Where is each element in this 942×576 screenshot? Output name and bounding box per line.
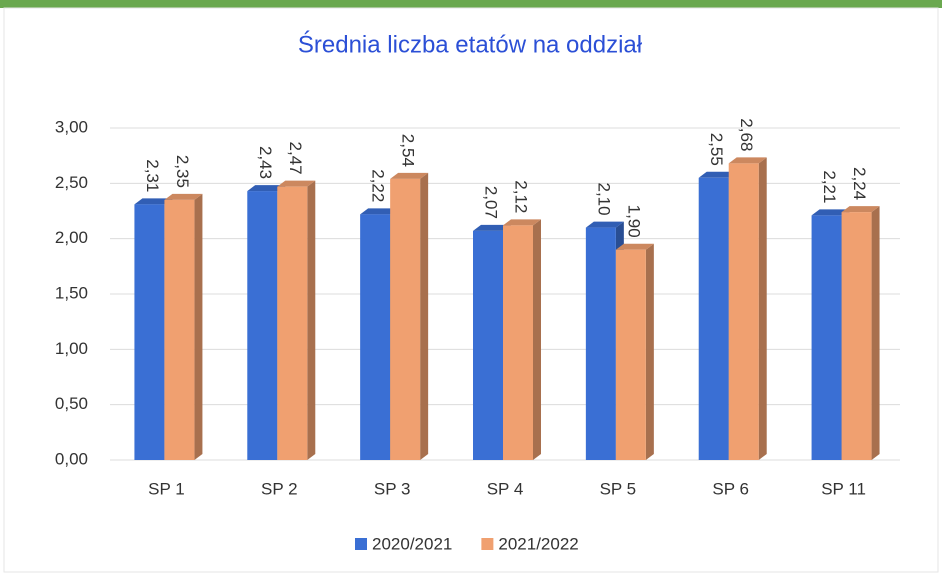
bar-side — [533, 219, 541, 460]
bar — [585, 227, 616, 460]
x-tick-label: SP 2 — [261, 479, 298, 498]
value-label: 2,55 — [707, 133, 726, 166]
x-tick-label: SP 5 — [600, 479, 637, 498]
bar-top — [473, 224, 511, 231]
bar — [247, 191, 278, 460]
bar — [360, 214, 391, 460]
bar-top — [277, 180, 316, 187]
bar-top — [360, 208, 399, 215]
bar — [615, 249, 646, 460]
legend-swatch — [481, 538, 494, 550]
top-border — [0, 0, 942, 8]
x-tick-label: SP 11 — [821, 479, 866, 498]
legend-label: 2020/2021 — [372, 534, 452, 553]
bar-side — [871, 206, 880, 460]
y-tick-label: 2,50 — [55, 173, 88, 192]
bar-top — [811, 209, 850, 216]
bar-top — [503, 219, 541, 226]
bar — [473, 230, 503, 460]
chart-title: Średnia liczba etatów na oddział — [298, 30, 643, 58]
bar-top — [728, 157, 767, 164]
value-label: 1,90 — [624, 205, 643, 238]
x-tick-label: SP 4 — [487, 479, 524, 498]
value-label: 2,24 — [850, 167, 869, 200]
value-label: 2,10 — [594, 183, 613, 216]
bar-top — [134, 198, 173, 205]
bar-top — [841, 206, 880, 213]
bar-side — [420, 172, 429, 460]
x-tick-label: SP 3 — [374, 479, 411, 498]
bar-top — [247, 185, 286, 192]
value-label: 2,54 — [399, 134, 418, 167]
value-label: 2,31 — [143, 159, 162, 192]
bar-side — [307, 180, 316, 461]
bar — [164, 199, 195, 460]
bar-top — [164, 193, 203, 200]
bar — [134, 204, 165, 460]
bar-side — [758, 157, 767, 460]
bar — [277, 186, 308, 461]
value-label: 2,68 — [737, 118, 756, 151]
y-tick-label: 0,00 — [55, 449, 88, 468]
value-label: 2,12 — [512, 180, 531, 213]
bar — [811, 215, 842, 460]
x-tick-label: SP 1 — [148, 479, 185, 498]
value-label: 2,22 — [369, 169, 388, 202]
y-tick-label: 3,00 — [55, 117, 88, 136]
value-label: 2,07 — [482, 186, 501, 219]
bar-top — [585, 221, 624, 228]
bar-top — [615, 243, 654, 250]
legend-swatch — [355, 538, 367, 550]
bar — [390, 178, 421, 460]
bar-top — [698, 171, 737, 178]
bar-side — [645, 243, 654, 460]
bar — [698, 177, 729, 461]
x-tick-label: SP 6 — [712, 479, 749, 498]
y-tick-label: 1,50 — [55, 283, 88, 302]
bar-top — [390, 172, 429, 179]
frame — [3, 7, 939, 573]
bar — [503, 225, 533, 460]
y-tick-label: 1,00 — [55, 339, 88, 358]
value-label: 2,21 — [820, 170, 839, 203]
legend-label: 2021/2022 — [498, 534, 578, 553]
value-label: 2,43 — [256, 146, 275, 179]
y-tick-label: 2,00 — [55, 228, 88, 247]
bar — [841, 212, 872, 460]
value-label: 2,47 — [286, 142, 305, 175]
bar — [728, 163, 759, 460]
y-tick-label: 0,50 — [55, 394, 88, 413]
bar-side — [194, 193, 203, 460]
value-label: 2,35 — [173, 155, 192, 188]
